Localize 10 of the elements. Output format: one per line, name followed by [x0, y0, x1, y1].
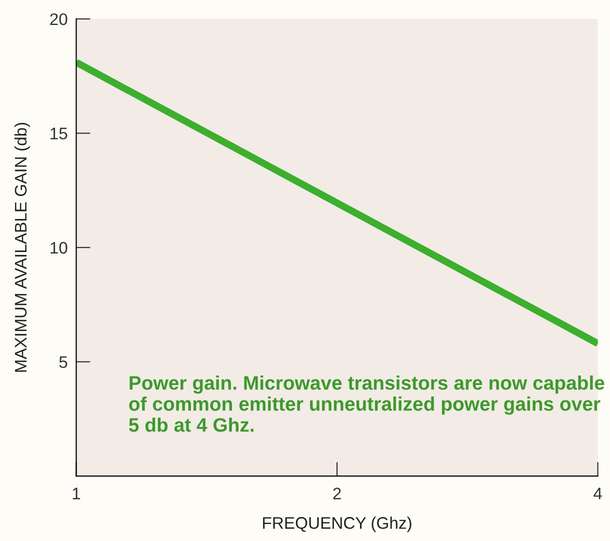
y-axis-title: MAXIMUM AVAILABLE GAIN (db): [14, 122, 30, 372]
x-tick-label: 4: [594, 488, 602, 500]
x-axis-title: FREQUENCY (Ghz): [263, 516, 412, 532]
y-tick-label: 15: [50, 128, 68, 140]
y-tick-label: 5: [59, 356, 68, 368]
y-tick-label: 20: [50, 13, 68, 26]
x-tick-label: 1: [72, 488, 80, 500]
annotation: Power gain. Microwave transistors are now capable of common emitter unneutralized power gains over 5 db at 4 Ghz.: [129, 376, 604, 432]
x-tick-label: 2: [333, 488, 341, 500]
y-tick-label: 10: [50, 242, 68, 254]
